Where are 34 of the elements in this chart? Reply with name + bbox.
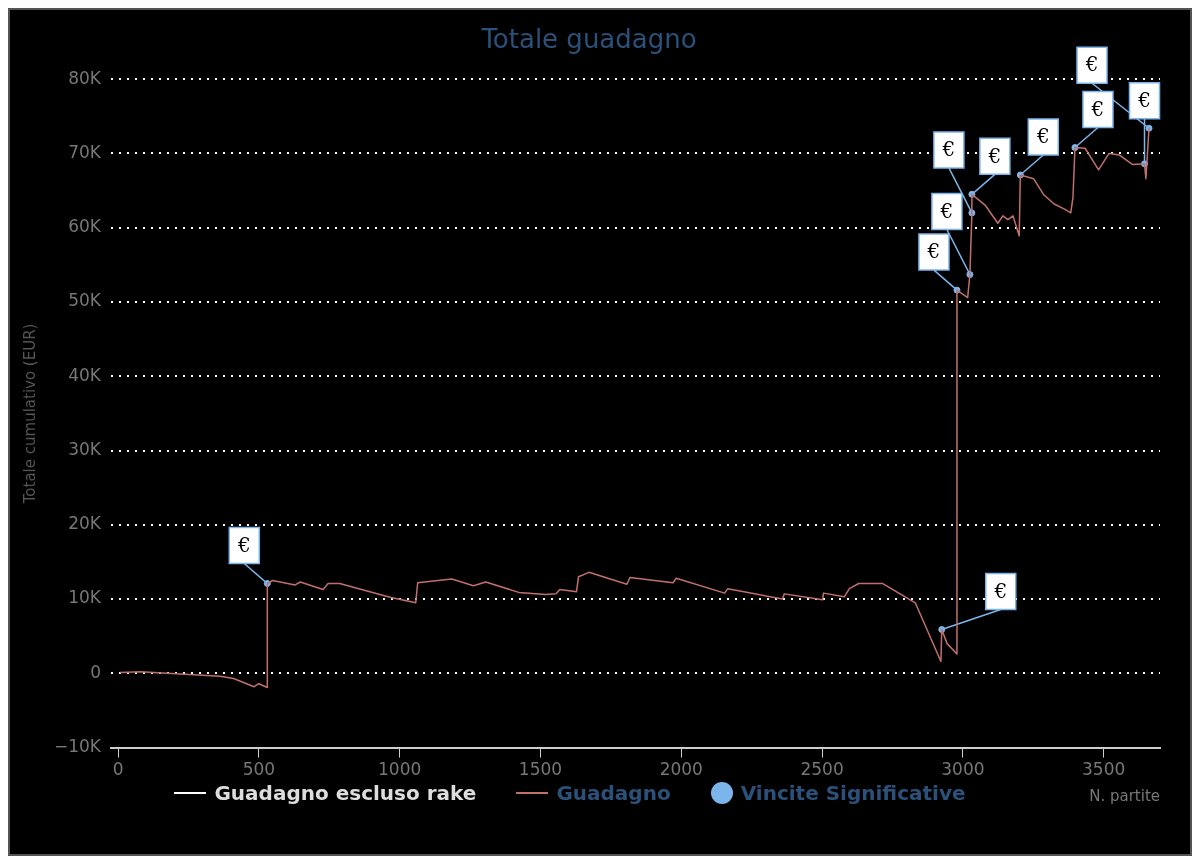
y-tick-label: 50K (68, 290, 102, 311)
x-tick-label: 3000 (941, 759, 985, 780)
annotation: € (941, 137, 956, 162)
x-tick-label: 2500 (800, 759, 844, 780)
x-tick-label: 3500 (1082, 759, 1126, 780)
y-tick-label: 30K (68, 438, 102, 459)
chart-title: Totale guadagno (480, 24, 697, 55)
x-tick-label: 1500 (518, 759, 563, 780)
annotation: € (993, 578, 1008, 603)
annotation: € (1090, 96, 1105, 121)
y-tick-label: 0 (90, 661, 102, 682)
annotation: € (1035, 124, 1050, 149)
x-axis-title: N. partite (1089, 786, 1160, 805)
y-tick-label: −10K (53, 736, 102, 757)
y-axis-title: Totale cumulativo (EUR) (20, 323, 39, 505)
y-tick-label: 60K (68, 216, 102, 237)
y-tick-label: 70K (68, 141, 102, 162)
y-tick-label: 20K (68, 513, 102, 534)
y-tick-label: 40K (68, 364, 102, 385)
annotation: € (987, 143, 1002, 168)
x-tick-label: 2000 (659, 759, 703, 780)
annotation: € (939, 198, 954, 223)
annotation: € (1084, 52, 1099, 77)
y-tick-label: 10K (68, 587, 102, 608)
x-tick-label: 500 (242, 759, 276, 780)
legend-label: Guadagno (556, 781, 671, 805)
x-tick-label: 0 (112, 759, 124, 780)
y-tick-label: 80K (68, 67, 102, 88)
annotation: € (236, 532, 251, 557)
legend-label: Vincite Significative (740, 781, 966, 805)
x-tick-label: 1000 (378, 759, 422, 780)
legend-label: Guadagno escluso rake (214, 781, 477, 805)
annotation: € (1137, 88, 1151, 113)
annotation: € (926, 239, 941, 264)
